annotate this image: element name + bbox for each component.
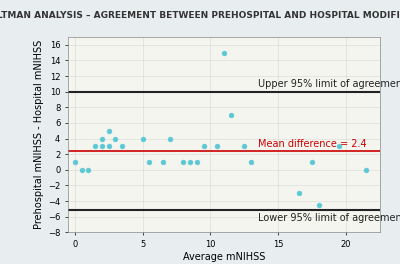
Text: Lower 95% limit of agreement = -5.2: Lower 95% limit of agreement = -5.2	[258, 213, 400, 223]
Point	[112, 136, 119, 141]
Point	[99, 144, 105, 148]
Point	[140, 136, 146, 141]
Point	[214, 144, 220, 148]
Y-axis label: Prehospital mNIHSS - Hospital mNIHSS: Prehospital mNIHSS - Hospital mNIHSS	[34, 40, 44, 229]
Point	[309, 160, 315, 164]
Point	[187, 160, 193, 164]
Point	[221, 50, 227, 55]
Point	[180, 160, 186, 164]
Point	[160, 160, 166, 164]
Point	[99, 136, 105, 141]
Point	[85, 168, 92, 172]
Point	[166, 136, 173, 141]
Point	[78, 168, 85, 172]
Point	[194, 160, 200, 164]
Point	[336, 144, 342, 148]
Point	[296, 191, 302, 195]
Text: Upper 95% limit of agreement = 10.0: Upper 95% limit of agreement = 10.0	[258, 79, 400, 89]
Point	[72, 160, 78, 164]
Point	[119, 144, 126, 148]
Point	[92, 144, 98, 148]
Point	[228, 113, 234, 117]
Text: Mean difference = 2.4: Mean difference = 2.4	[258, 139, 366, 149]
Text: BLAND ALTMAN ANALYSIS – AGREEMENT BETWEEN PREHOSPITAL AND HOSPITAL MODIFIED NIHS: BLAND ALTMAN ANALYSIS – AGREEMENT BETWEE…	[0, 11, 400, 20]
Point	[146, 160, 152, 164]
Point	[363, 168, 370, 172]
Point	[316, 203, 322, 207]
Point	[241, 144, 248, 148]
Point	[200, 144, 207, 148]
Point	[248, 160, 254, 164]
Point	[106, 144, 112, 148]
X-axis label: Average mNIHSS: Average mNIHSS	[183, 252, 265, 262]
Point	[106, 129, 112, 133]
